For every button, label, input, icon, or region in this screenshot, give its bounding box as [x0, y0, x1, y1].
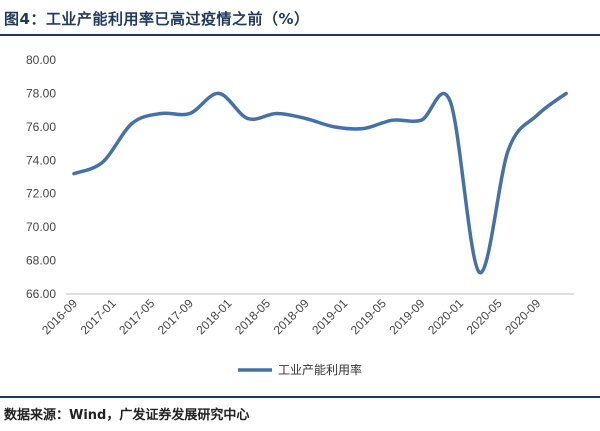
x-tick-label: 2019-01: [309, 296, 350, 337]
x-tick-label: 2019-05: [348, 296, 389, 337]
series-lines: [72, 91, 568, 275]
y-tick-label: 80.00: [26, 53, 56, 67]
y-tick-label: 78.00: [26, 86, 56, 100]
y-axis-ticks: 66.00 68.00 70.00 72.00 74.00 76.00 78.00 80.00: [26, 53, 56, 301]
x-tick-label: 2017-01: [78, 296, 119, 337]
x-axis-ticks: 2016-092017-012017-052017-092018-012018-…: [39, 296, 543, 337]
x-tick-label: 2020-09: [502, 296, 543, 337]
series-line: [72, 91, 568, 275]
y-tick-label: 74.00: [26, 153, 56, 167]
source-note: 数据来源：Wind，广发证券发展研究中心: [4, 408, 250, 423]
x-tick-label: 2020-05: [464, 296, 505, 337]
x-tick-label: 2018-05: [232, 296, 273, 337]
x-tick-label: 2020-01: [425, 296, 466, 337]
y-tick-label: 76.00: [26, 120, 56, 134]
x-tick-label: 2019-09: [386, 296, 427, 337]
bottom-rule: [0, 396, 600, 398]
x-tick-label: 2017-05: [116, 296, 157, 337]
x-tick-label: 2018-01: [193, 296, 234, 337]
x-tick-label: 2017-09: [155, 296, 196, 337]
y-tick-label: 70.00: [26, 220, 56, 234]
chart-title: 图4：工业产能利用率已高过疫情之前（%）: [4, 10, 310, 28]
top-rule: [0, 34, 600, 36]
y-tick-label: 68.00: [26, 254, 56, 268]
y-tick-label: 66.00: [26, 287, 56, 301]
y-tick-label: 72.00: [26, 187, 56, 201]
legend: 工业产能利用率: [238, 362, 362, 377]
x-tick-label: 2018-09: [271, 296, 312, 337]
x-tick-label: 2016-09: [39, 296, 80, 337]
legend-label: 工业产能利用率: [278, 362, 362, 377]
